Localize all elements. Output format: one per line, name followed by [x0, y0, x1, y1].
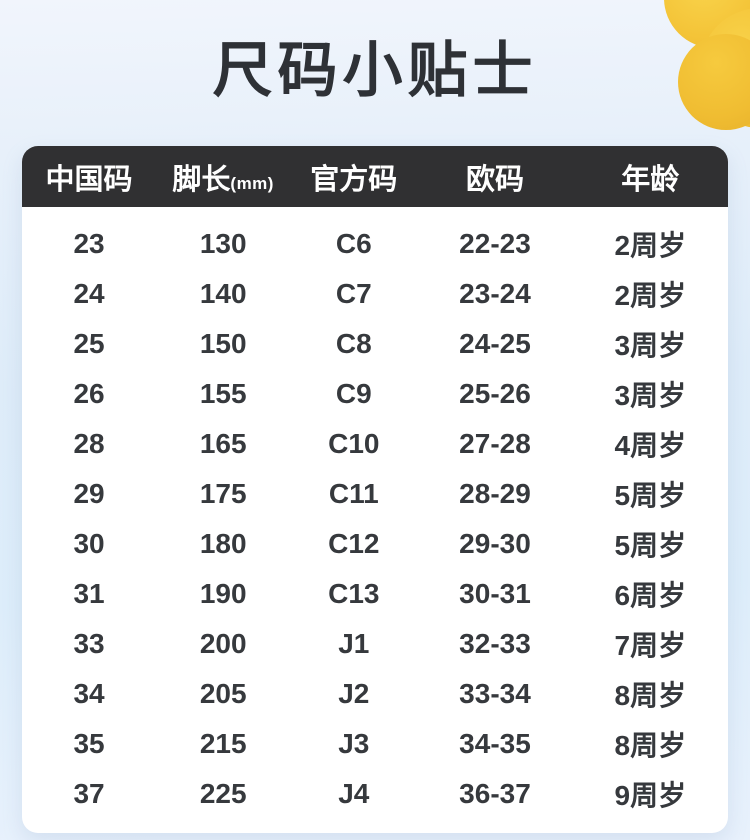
table-cell: J4	[338, 778, 370, 809]
table-cell: 32-33	[459, 628, 531, 659]
size-chart-panel: 中国码 脚长(mm) 官方码 欧码 年龄 23 130 C6 22-23 2周岁 24 14…	[22, 146, 728, 833]
table-header-row: 中国码 脚长(mm) 官方码 欧码 年龄	[22, 146, 728, 207]
table-cell: 130	[199, 228, 247, 259]
table-cell: C11	[328, 478, 379, 509]
table-cell: 155	[199, 378, 247, 409]
header-label: 中国码	[45, 163, 133, 196]
table-cell: 33-34	[459, 678, 531, 709]
table-cell: 36-37	[459, 778, 531, 809]
table-cell: C7	[335, 278, 372, 309]
table-row: 35 215 J3 34-35 8周岁	[22, 719, 728, 769]
table-cell: 205	[199, 678, 247, 709]
table-row: 29 175 C11 28-29 5周岁	[22, 469, 728, 519]
table-cell: 26	[73, 378, 105, 409]
header-cell-age: 年龄	[573, 156, 728, 198]
table-cell: 24-25	[459, 328, 531, 359]
table-cell: 30-31	[459, 578, 531, 609]
table-cell: 34-35	[459, 728, 531, 759]
table-row: 25 150 C8 24-25 3周岁	[22, 319, 728, 369]
table-cell: 34	[73, 678, 105, 709]
table-row: 37 225 J4 36-37 9周岁	[22, 769, 728, 819]
table-cell: 23-24	[459, 278, 531, 309]
table-row: 24 140 C7 23-24 2周岁	[22, 269, 728, 319]
header-cell-foot-length: 脚长(mm)	[156, 156, 290, 198]
table-cell: 27-28	[459, 428, 531, 459]
table-cell: 31	[73, 578, 105, 609]
table-cell: 2周岁	[614, 280, 687, 311]
table-row: 30 180 C12 29-30 5周岁	[22, 519, 728, 569]
table-cell: 215	[199, 728, 247, 759]
header-cell-eu-size: 欧码	[417, 156, 572, 198]
table-cell: 37	[73, 778, 105, 809]
table-cell: 140	[199, 278, 247, 309]
table-cell: 24	[73, 278, 105, 309]
table-cell: J2	[338, 678, 370, 709]
table-cell: 225	[199, 778, 247, 809]
table-cell: C10	[328, 428, 380, 459]
table-cell: 200	[199, 628, 247, 659]
table-cell: 7周岁	[614, 630, 687, 661]
table-cell: 180	[199, 528, 247, 559]
header-label: 官方码	[310, 163, 398, 196]
table-cell: 190	[199, 578, 247, 609]
table-cell: 4周岁	[614, 430, 687, 461]
table-cell: 165	[199, 428, 247, 459]
table-cell: 8周岁	[614, 680, 687, 711]
table-row: 28 165 C10 27-28 4周岁	[22, 419, 728, 469]
table-body: 23 130 C6 22-23 2周岁 24 140 C7 23-24 2周岁 25 150 C8 24-…	[22, 207, 728, 819]
table-cell: J3	[338, 728, 370, 759]
table-cell: 5周岁	[614, 480, 687, 511]
table-cell: 2周岁	[614, 230, 687, 261]
header-label: 欧码	[465, 163, 524, 196]
page-title: 尺码小贴士	[212, 37, 538, 104]
header-unit: (mm)	[230, 173, 274, 193]
table-cell: 3周岁	[614, 380, 687, 411]
table-cell: 28	[73, 428, 105, 459]
table-cell: 25	[73, 328, 105, 359]
table-cell: 30	[73, 528, 105, 559]
table-cell: J1	[338, 628, 370, 659]
table-cell: 9周岁	[614, 780, 687, 811]
table-row: 33 200 J1 32-33 7周岁	[22, 619, 728, 669]
table-cell: 150	[199, 328, 247, 359]
table-cell: 23	[73, 228, 105, 259]
table-cell: C12	[328, 528, 380, 559]
header-cell-china-size: 中国码	[22, 156, 156, 198]
table-cell: C6	[335, 228, 372, 259]
table-cell: C9	[335, 378, 372, 409]
header-label: 年龄	[621, 163, 680, 196]
flower-petal-icon	[678, 34, 750, 130]
table-cell: 6周岁	[614, 580, 687, 611]
table-cell: 29-30	[459, 528, 531, 559]
table-cell: 175	[199, 478, 247, 509]
table-cell: 28-29	[459, 478, 531, 509]
table-cell: C13	[328, 578, 380, 609]
table-cell: 29	[73, 478, 105, 509]
table-row: 31 190 C13 30-31 6周岁	[22, 569, 728, 619]
table-row: 23 130 C6 22-23 2周岁	[22, 219, 728, 269]
table-cell: 35	[73, 728, 105, 759]
header-cell-official-size: 官方码	[290, 156, 417, 198]
table-cell: 8周岁	[614, 730, 687, 761]
table-row: 26 155 C9 25-26 3周岁	[22, 369, 728, 419]
table-cell: 5周岁	[614, 530, 687, 561]
header-label: 脚长	[172, 163, 231, 196]
table-cell: 33	[73, 628, 105, 659]
table-cell: 25-26	[459, 378, 531, 409]
table-cell: 3周岁	[614, 330, 687, 361]
table-cell: 22-23	[459, 228, 531, 259]
table-cell: C8	[335, 328, 372, 359]
table-row: 34 205 J2 33-34 8周岁	[22, 669, 728, 719]
